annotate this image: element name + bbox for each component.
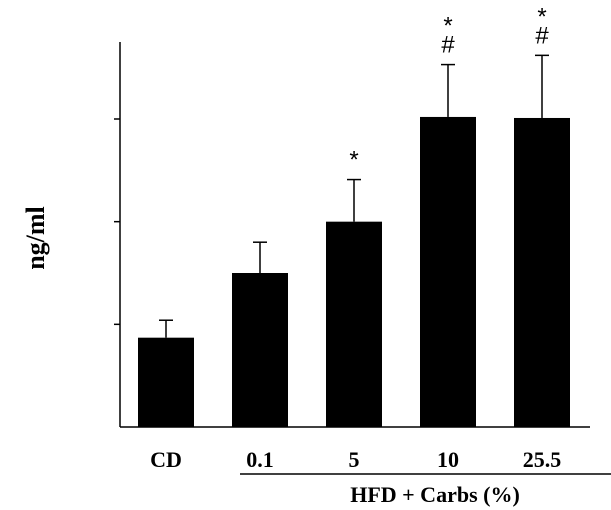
x-tick-label: 25.5 — [523, 447, 562, 472]
x-tick-label: CD — [150, 447, 182, 472]
bars — [138, 116, 570, 428]
x-tick-label: 10 — [437, 447, 459, 472]
significance-marks: **#*# — [349, 3, 549, 173]
significance-mark: * — [443, 13, 452, 40]
x-tick-label: 5 — [349, 447, 360, 472]
error-bars — [159, 54, 549, 338]
y-axis-label: ng/ml — [21, 206, 50, 270]
bar-CD — [138, 337, 194, 427]
x-tick-label: 0.1 — [246, 447, 274, 472]
x-tick-labels: CD 0.1 5 10 25.5 — [150, 447, 561, 472]
bar-5 — [326, 221, 382, 427]
bar-10 — [420, 116, 476, 428]
significance-mark: # — [535, 22, 549, 49]
significance-mark: # — [441, 32, 455, 59]
group-label: HFD + Carbs (%) — [350, 482, 520, 507]
significance-mark: * — [537, 3, 546, 30]
bar-0.1 — [232, 273, 288, 427]
bar-25.5 — [514, 117, 570, 428]
significance-mark: * — [349, 147, 358, 174]
